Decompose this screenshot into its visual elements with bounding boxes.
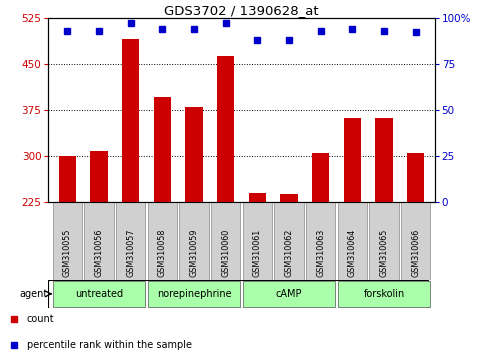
Text: GSM310065: GSM310065 (380, 228, 388, 276)
Text: GSM310062: GSM310062 (284, 228, 294, 276)
Bar (179, 202, 209, 280)
Bar (280, 194, 298, 202)
Bar (185, 107, 203, 202)
Text: GSM310057: GSM310057 (126, 228, 135, 276)
Text: GSM310066: GSM310066 (411, 228, 420, 276)
Text: GSM310064: GSM310064 (348, 228, 357, 276)
Text: untreated: untreated (75, 289, 123, 299)
Text: norepinephrine: norepinephrine (156, 289, 231, 299)
Bar (375, 118, 393, 202)
Text: forskolin: forskolin (363, 289, 405, 299)
Bar (154, 97, 171, 202)
Bar (338, 202, 367, 280)
Bar (401, 202, 430, 280)
Title: GDS3702 / 1390628_at: GDS3702 / 1390628_at (164, 4, 319, 17)
Bar (338, 281, 430, 307)
Bar (53, 202, 82, 280)
Text: percentile rank within the sample: percentile rank within the sample (27, 340, 192, 350)
Text: GSM310059: GSM310059 (189, 228, 199, 276)
Bar (274, 202, 304, 280)
Bar (58, 156, 76, 202)
Bar (53, 281, 145, 307)
Bar (85, 202, 114, 280)
Bar (243, 281, 335, 307)
Text: cAMP: cAMP (276, 289, 302, 299)
Bar (369, 202, 398, 280)
Text: count: count (27, 314, 54, 325)
Bar (243, 202, 272, 280)
Bar (343, 118, 361, 202)
Text: GSM310055: GSM310055 (63, 228, 72, 276)
Bar (148, 202, 177, 280)
Bar (306, 202, 335, 280)
Bar (148, 281, 240, 307)
Bar (116, 202, 145, 280)
Bar (90, 151, 108, 202)
Bar (217, 56, 234, 202)
Text: GSM310056: GSM310056 (95, 228, 103, 276)
Text: GSM310061: GSM310061 (253, 228, 262, 276)
Text: agent: agent (19, 289, 48, 299)
Text: GSM310060: GSM310060 (221, 228, 230, 276)
Bar (249, 193, 266, 202)
Bar (407, 153, 425, 202)
Bar (211, 202, 240, 280)
Bar (312, 153, 329, 202)
Text: GSM310063: GSM310063 (316, 228, 325, 276)
Text: GSM310058: GSM310058 (158, 228, 167, 276)
Bar (122, 39, 140, 202)
